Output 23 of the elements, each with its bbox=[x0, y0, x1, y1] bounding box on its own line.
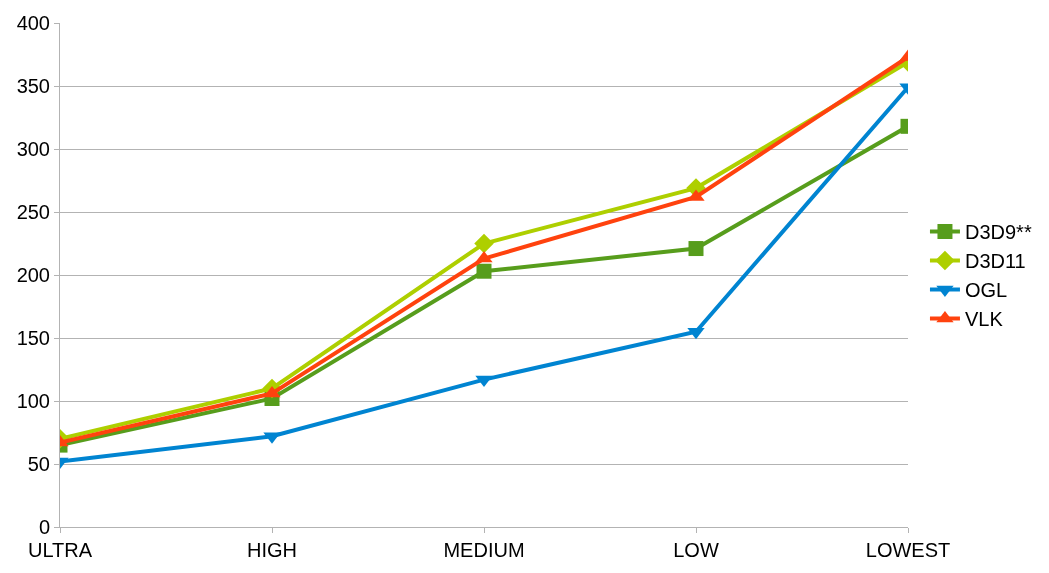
point bbox=[687, 327, 705, 340]
x-tick-label: HIGH bbox=[247, 539, 297, 561]
y-tick-label: 100 bbox=[16, 390, 50, 412]
y-tick-label: 350 bbox=[16, 75, 50, 97]
x-tick-label: ULTRA bbox=[27, 539, 93, 561]
y-tick-label: 0 bbox=[38, 516, 50, 538]
y-tick-label: 300 bbox=[16, 138, 50, 160]
legend-label: VLK bbox=[964, 308, 1004, 331]
point bbox=[476, 263, 492, 279]
point bbox=[475, 375, 493, 388]
legend-label: OGL bbox=[964, 279, 1008, 302]
x-tick-label: MEDIUM bbox=[443, 539, 525, 561]
y-tick-label: 50 bbox=[27, 453, 50, 475]
point bbox=[474, 233, 494, 254]
y-tick-label: 400 bbox=[16, 12, 50, 34]
legend-label: D3D9** bbox=[964, 221, 1032, 244]
x-tick-label: LOWEST bbox=[865, 539, 951, 561]
y-tick-label: 200 bbox=[16, 264, 50, 286]
y-tick-label: 150 bbox=[16, 327, 50, 349]
x-tick-label: LOW bbox=[673, 539, 719, 561]
legend-label: D3D11 bbox=[964, 250, 1026, 273]
point bbox=[688, 241, 704, 257]
y-tick-label: 250 bbox=[16, 201, 50, 223]
